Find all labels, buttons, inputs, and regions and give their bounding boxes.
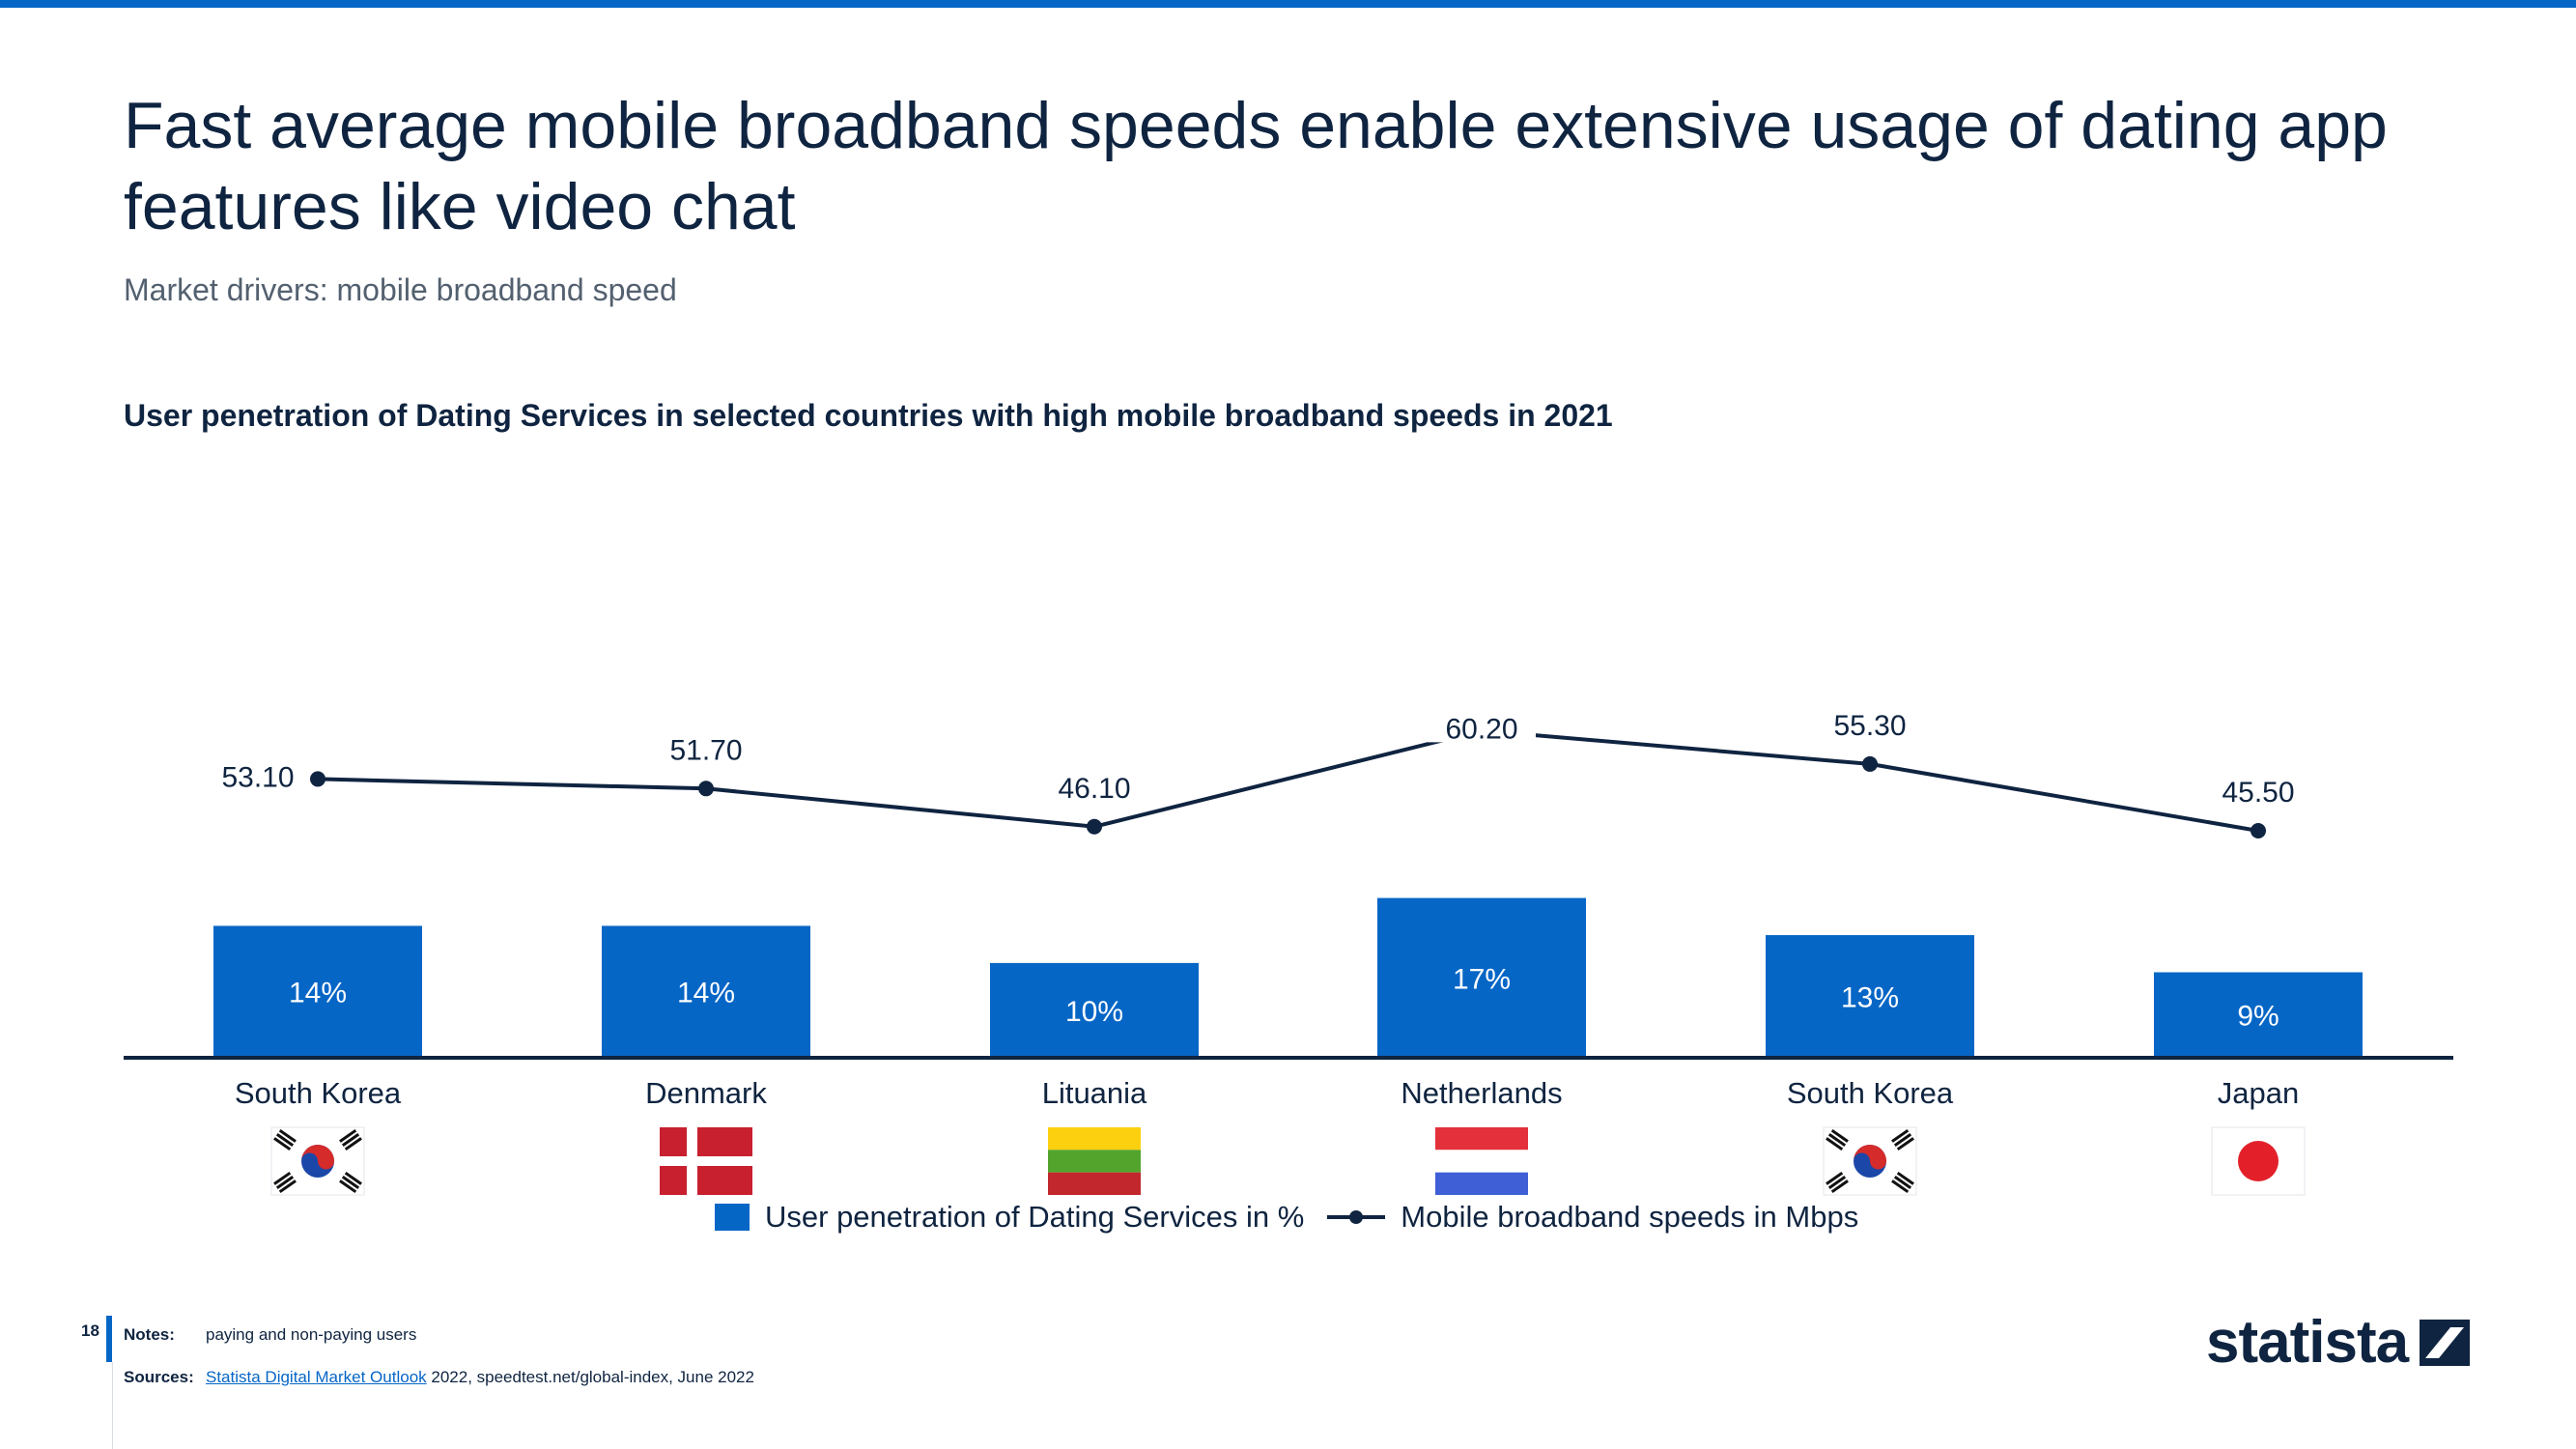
legend-item-speed: Mobile broadband speeds in Mbps bbox=[1325, 1200, 1858, 1235]
bar-1 bbox=[602, 925, 810, 1056]
speed-point-0 bbox=[310, 771, 326, 787]
sources-text: 2022, speedtest.net/global-index, June 2… bbox=[426, 1368, 754, 1386]
speed-label-3: 60.20 bbox=[1445, 713, 1517, 745]
lithuania-flag-icon bbox=[1048, 1127, 1141, 1195]
bar-label-0: 14% bbox=[289, 978, 347, 1009]
japan-flag-icon bbox=[2211, 1126, 2306, 1196]
bar-2 bbox=[990, 962, 1199, 1056]
top-accent-bar bbox=[0, 0, 2576, 8]
statista-logo[interactable]: statista bbox=[2206, 1308, 2471, 1377]
legend-line-swatch bbox=[1327, 1210, 1386, 1224]
category-label-1: Denmark bbox=[645, 1076, 767, 1110]
bar-3 bbox=[1377, 897, 1586, 1056]
bar-4 bbox=[1766, 935, 1974, 1056]
legend-label-speed: Mobile broadband speeds in Mbps bbox=[1401, 1200, 1859, 1234]
speed-label-4: 55.30 bbox=[1833, 710, 1906, 742]
bar-0 bbox=[213, 925, 422, 1056]
category-label-3: Netherlands bbox=[1401, 1076, 1562, 1110]
speed-point-1 bbox=[698, 781, 714, 797]
bar-5 bbox=[2154, 972, 2363, 1056]
speed-point-4 bbox=[1862, 755, 1878, 772]
sources-label: Sources: bbox=[124, 1368, 194, 1386]
page-subtitle: Market drivers: mobile broadband speed bbox=[124, 272, 677, 307]
footer-divider bbox=[112, 1362, 113, 1449]
speed-series-line bbox=[317, 728, 2259, 833]
page-number: 18 bbox=[81, 1321, 99, 1340]
speed-point-2 bbox=[1087, 818, 1102, 835]
notes-line: Notes: paying and non-paying users bbox=[124, 1325, 416, 1345]
category-label-2: Lituania bbox=[1042, 1076, 1147, 1110]
logo-wordmark: statista bbox=[2206, 1309, 2409, 1376]
sources-line: Sources: Statista Digital Market Outlook … bbox=[124, 1368, 754, 1387]
category-label-4: South Korea bbox=[1787, 1076, 1954, 1110]
chart-title: User penetration of Dating Services in s… bbox=[124, 398, 1613, 433]
chart-legend: User penetration of Dating Services in %… bbox=[715, 1198, 1880, 1236]
speed-label-bg-3 bbox=[1428, 709, 1536, 743]
bar-label-1: 14% bbox=[677, 978, 735, 1009]
bar-label-5: 9% bbox=[2237, 1001, 2279, 1033]
category-label-5: Japan bbox=[2218, 1076, 2299, 1110]
page-title: Fast average mobile broadband speeds ena… bbox=[124, 89, 2388, 243]
bar-label-3: 17% bbox=[1453, 963, 1511, 995]
south-korea-flag-icon bbox=[270, 1126, 365, 1196]
legend-bar-swatch bbox=[715, 1204, 750, 1231]
page-number-rule bbox=[106, 1316, 112, 1362]
category-label-0: South Korea bbox=[235, 1076, 402, 1110]
speed-label-2: 46.10 bbox=[1058, 773, 1130, 805]
combo-chart: 14% 14% 10% 17% 13% 9% 53.10 51.70 46.10 60.20 55… bbox=[124, 709, 2453, 1196]
legend-label-penetration: User penetration of Dating Services in % bbox=[765, 1200, 1305, 1234]
speed-label-1: 51.70 bbox=[669, 734, 742, 766]
bar-label-4: 13% bbox=[1841, 982, 1899, 1014]
netherlands-flag-icon bbox=[1435, 1127, 1528, 1195]
denmark-flag-icon bbox=[660, 1127, 752, 1195]
legend-item-penetration: User penetration of Dating Services in % bbox=[715, 1200, 1304, 1235]
speed-label-0: 53.10 bbox=[221, 761, 294, 793]
speed-point-5 bbox=[2250, 823, 2266, 838]
bar-label-2: 10% bbox=[1065, 996, 1123, 1028]
notes-label: Notes: bbox=[124, 1325, 175, 1344]
notes-text: paying and non-paying users bbox=[206, 1325, 417, 1344]
south-korea-flag-icon bbox=[1823, 1126, 1917, 1196]
speed-label-5: 45.50 bbox=[2222, 777, 2294, 809]
sources-link[interactable]: Statista Digital Market Outlook bbox=[206, 1368, 427, 1386]
statista-logo-icon bbox=[2420, 1319, 2471, 1366]
